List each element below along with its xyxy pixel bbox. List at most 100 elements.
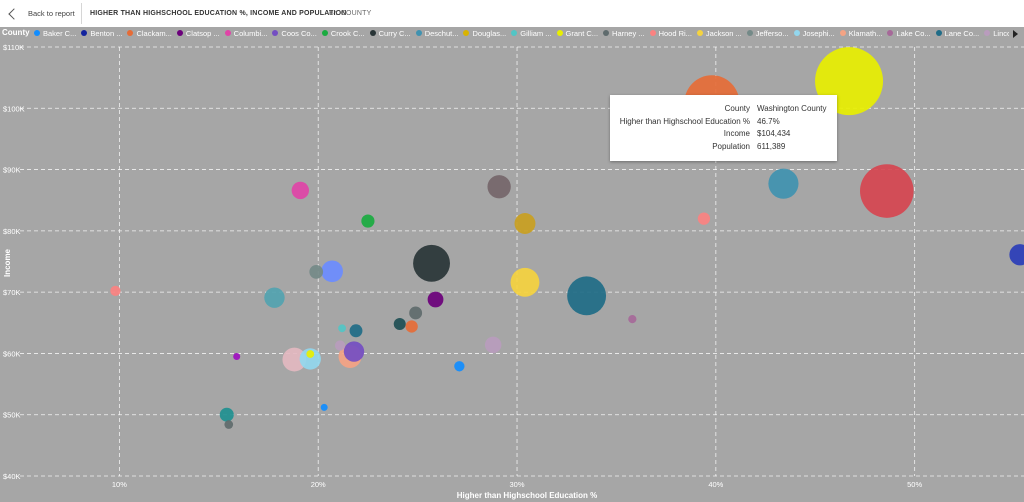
legend-item[interactable]: Gilliam ... [511,27,552,41]
y-tick-label: $110K [3,43,24,52]
data-point[interactable] [224,420,234,429]
legend-label: Clatsop ... [185,29,220,38]
legend-item[interactable]: Crook C... [321,27,365,41]
tooltip-value: 46.7% [757,116,780,126]
tooltip-value: $104,434 [757,129,791,138]
legend-swatch [224,30,231,37]
data-point[interactable] [427,291,444,308]
data-point[interactable] [567,276,607,316]
y-tick-label: $80K [3,227,21,236]
x-tick-label: 10% [112,480,127,489]
tooltip-value: 611,389 [757,141,786,151]
legend-label: Klamath... [848,29,883,38]
legend-label: Baker C... [43,29,77,38]
legend-item[interactable]: Deschut... [415,27,458,41]
chevron-left-icon [8,7,20,20]
legend-item[interactable]: Douglas... [463,27,506,41]
tooltip-row: Population 611,389 [610,141,837,153]
legend-item[interactable]: Hood Ri... [649,27,692,41]
data-point[interactable] [487,175,511,199]
legend: County Baker C... Benton ... Clackam... Cla… [0,27,1024,41]
data-point[interactable] [510,267,540,297]
legend-item[interactable]: Curry C... [369,27,411,41]
x-tick-label: 30% [510,480,525,489]
back-to-report-label: Back to report [28,9,75,18]
data-point[interactable] [628,314,637,324]
data-point[interactable] [320,403,328,411]
legend-swatch [321,30,328,37]
data-point[interactable] [110,285,121,297]
legend-label: Clackam... [136,29,172,38]
data-point[interactable] [413,244,450,282]
data-point[interactable] [454,361,465,372]
legend-swatch [272,30,279,37]
legend-item[interactable]: Benton ... [81,27,122,41]
y-axis-label: Income [3,248,12,277]
legend-item[interactable]: Jackson ... [696,27,742,41]
data-point[interactable] [264,287,285,308]
data-point[interactable] [219,407,234,422]
legend-swatch [887,30,894,37]
data-point[interactable] [306,350,315,358]
data-point[interactable] [282,347,307,372]
data-point[interactable] [233,352,241,360]
legend-item[interactable]: Lincoln ... [984,27,1009,41]
data-point[interactable] [514,213,536,234]
data-point[interactable] [1009,244,1024,266]
legend-item[interactable]: Grant C... [556,27,598,41]
legend-item[interactable]: Josephi... [793,27,835,41]
data-point[interactable] [361,214,375,228]
legend-item[interactable]: Baker C... [34,27,76,41]
legend-item[interactable]: Lake Co... [887,27,931,41]
legend-swatch [556,30,563,37]
legend-swatch [415,30,422,37]
legend-swatch [984,30,991,37]
y-tick-label: $60K [3,349,21,358]
legend-item[interactable]: Clatsop ... [176,27,220,41]
legend-item[interactable]: Clackam... [127,27,172,41]
data-point[interactable] [291,181,310,200]
data-point[interactable] [349,324,363,338]
legend-label: Hood Ri... [658,29,692,38]
legend-item[interactable]: Harney ... [603,27,645,41]
legend-item[interactable]: Klamath... [839,27,883,41]
legend-label: Crook C... [330,29,365,38]
legend-swatch [696,30,703,37]
legend-title: County [2,28,30,37]
legend-item[interactable]: Coos Co... [272,27,317,41]
legend-next-button[interactable] [1010,28,1022,40]
tooltip-key: Higher than Highschool Education % [619,116,750,126]
legend-label: Jefferso... [755,29,789,38]
legend-item[interactable]: Columbi... [224,27,267,41]
back-to-report-button[interactable]: Back to report [6,0,75,27]
data-point[interactable] [334,340,346,351]
data-point[interactable] [343,341,365,362]
tooltip-value: Washington County [757,104,827,113]
data-point[interactable] [393,318,406,331]
legend-swatch [127,30,134,37]
tooltip-key: Income [723,129,750,138]
legend-swatch [603,30,610,37]
legend-items: Baker C... Benton ... Clackam... Clatsop ..… [34,27,1009,41]
data-point[interactable] [309,265,324,279]
legend-item[interactable]: Lane Co... [935,27,979,41]
data-point[interactable] [299,348,321,370]
data-point[interactable] [484,336,502,354]
legend-swatch [511,30,518,37]
tooltip-key: Population [712,141,750,151]
legend-item[interactable]: Jefferso... [746,27,789,41]
data-point[interactable] [697,212,711,225]
data-point[interactable] [338,324,346,333]
data-point[interactable] [860,164,914,218]
legend-label: Josephi... [802,29,835,38]
data-point[interactable] [405,320,418,333]
legend-label: Lincoln ... [993,29,1009,38]
legend-swatch [935,30,942,37]
legend-swatch [463,30,470,37]
data-point[interactable] [768,168,799,199]
data-point[interactable] [409,306,423,320]
data-point[interactable] [321,260,343,283]
legend-label: Coos Co... [281,29,317,38]
page-title: HIGHER THAN HIGHSCHOOL EDUCATION %, INCO… [90,10,347,17]
legend-label: Harney ... [612,29,645,38]
